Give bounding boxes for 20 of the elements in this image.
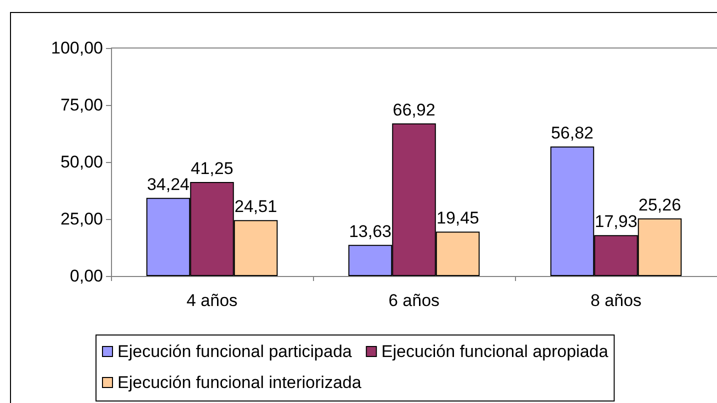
- legend-label: Ejecución funcional participada: [118, 342, 352, 361]
- y-tick-label: 25,00: [60, 210, 103, 228]
- legend-label: Ejecución funcional apropiada: [381, 342, 609, 361]
- data-label: 66,92: [392, 100, 436, 120]
- y-tick-label: 100,00: [51, 38, 103, 58]
- data-label: 34,24: [146, 174, 190, 194]
- data-label: 25,26: [638, 195, 682, 214]
- x-tick-label: 6 años: [388, 291, 440, 310]
- legend-label: Ejecución funcional interiorizada: [118, 373, 362, 392]
- data-label: 19,45: [436, 208, 480, 228]
- data-label: 17,93: [594, 212, 638, 232]
- data-label: 56,82: [550, 123, 594, 142]
- y-tick-label: 50,00: [60, 152, 103, 172]
- x-tick-label: 4 años: [186, 291, 238, 310]
- data-label: 41,25: [190, 158, 234, 178]
- data-label: 13,63: [348, 222, 392, 241]
- y-tick-label: 75,00: [60, 96, 103, 114]
- data-label: 24,51: [234, 197, 278, 216]
- x-tick-label: 8 años: [590, 291, 642, 310]
- y-tick-label: 0,00: [70, 266, 103, 286]
